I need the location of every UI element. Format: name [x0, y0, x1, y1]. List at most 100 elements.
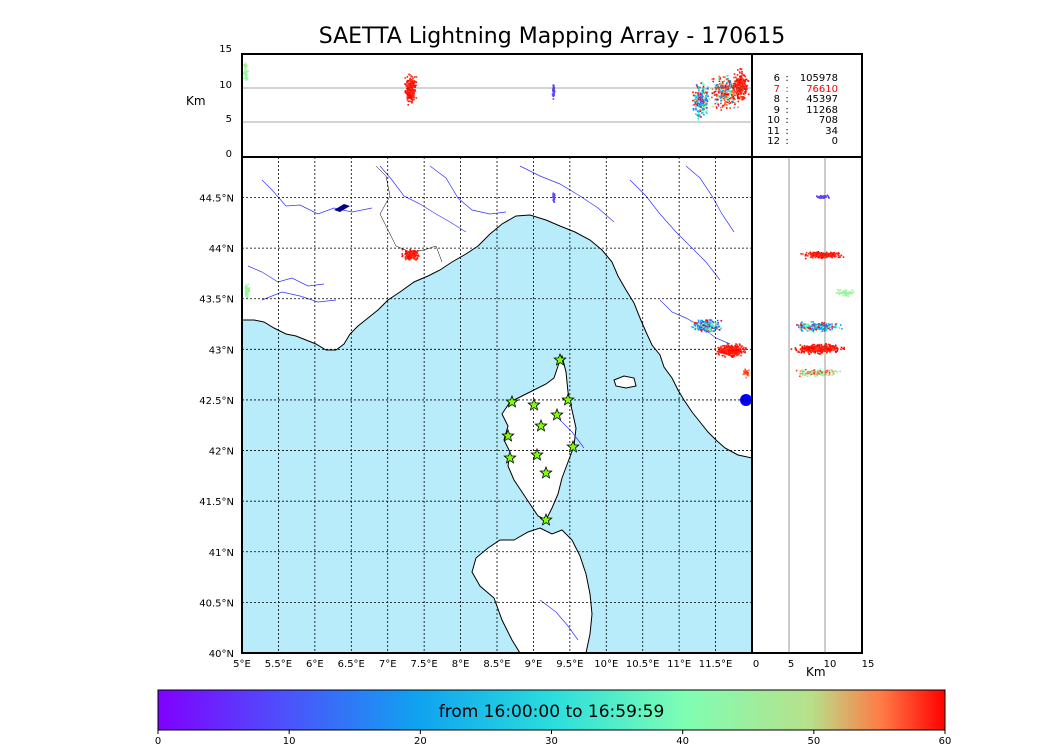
- rivers: [247, 165, 735, 641]
- station-number: 6: [773, 73, 780, 84]
- lightning-cluster: [401, 248, 420, 261]
- lightning-cluster: [800, 251, 845, 260]
- station-number: 9: [773, 104, 780, 116]
- colorbar-ticks: 0 10 20 30 40 50 60: [155, 730, 952, 747]
- lightning-cluster: [552, 192, 556, 203]
- latitude-tick-label: 41.5°N: [199, 497, 234, 508]
- latitude-tick-label: 43.5°N: [199, 295, 234, 306]
- lightning-cluster: [244, 283, 251, 299]
- longitude-tick-label: 9.5°E: [556, 659, 583, 670]
- longitude-tick-label: 6°E: [306, 659, 324, 670]
- longitude-tick-label: 5.5°E: [265, 659, 292, 670]
- lightning-cluster: [714, 343, 747, 358]
- longitude-tick-label: 10°E: [594, 659, 618, 670]
- longitude-tick-label: 8.5°E: [483, 659, 510, 670]
- station-number: 10: [767, 115, 780, 126]
- longitude-tick-label: 11.5°E: [699, 659, 733, 670]
- station-count-row: 11: 34: [756, 125, 858, 138]
- lightning-cluster: [690, 318, 723, 334]
- colorbar-tick-label: 50: [807, 736, 820, 747]
- altitude-panel-frame: [241, 53, 863, 158]
- altitude-tick-label: 0: [226, 149, 232, 160]
- separator: :: [785, 125, 789, 137]
- lightning-cluster: [816, 194, 830, 199]
- altitude-tick-label: 15: [219, 44, 232, 55]
- altitude-tick-labels: 15 10 5 0: [219, 44, 232, 160]
- colorbar-tick-label: 40: [676, 736, 689, 747]
- latitude-tick-label: 44°N: [209, 244, 234, 255]
- lma-station-star: [503, 450, 517, 464]
- plot-title: SAETTA Lightning Mapping Array - 170615: [318, 24, 786, 49]
- latitude-tick-label: 44.5°N: [199, 193, 234, 204]
- latitude-tick-label: 42°N: [209, 447, 234, 458]
- lightning-sources: [243, 62, 855, 379]
- longitude-tick-label: 10.5°E: [626, 659, 660, 670]
- latitude-tick-label: 41°N: [209, 548, 234, 559]
- lightning-cluster: [795, 368, 841, 378]
- lightning-cluster: [711, 74, 742, 111]
- station-number: 11: [767, 125, 780, 137]
- station-number: 8: [773, 94, 780, 105]
- longitude-tick-labels: 5°E 5.5°E 6°E 6.5°E 7°E 7.5°E 8°E 8.5°E 9°E 9.5°E…: [233, 659, 732, 670]
- altitude-tick-label: 5: [226, 114, 232, 125]
- corsica-island: [501, 354, 577, 521]
- lma-station-star: [561, 392, 575, 406]
- lma-station-star: [566, 439, 580, 453]
- longitude-tick-label: 7.5°E: [411, 659, 438, 670]
- latitude-tick-label: 42.5°N: [199, 396, 234, 407]
- lightning-cluster: [551, 84, 556, 100]
- elba-island: [613, 375, 637, 389]
- colorbar: [157, 689, 946, 731]
- lake: [334, 204, 350, 212]
- lightning-cluster: [742, 368, 750, 379]
- station-number: 7: [773, 83, 780, 95]
- source-count: 0: [831, 136, 838, 147]
- station-count-row: 9: 11268: [756, 104, 858, 117]
- side-tick-label: 10: [824, 659, 837, 670]
- lma-stations: [501, 352, 580, 526]
- separator: :: [785, 115, 789, 126]
- longitude-tick-label: 5°E: [233, 659, 251, 670]
- longitude-tick-label: 9°E: [525, 659, 543, 670]
- lightning-cluster: [790, 343, 845, 355]
- lma-station-star: [539, 465, 553, 479]
- map-panel: [242, 157, 752, 653]
- latitude-tick-label: 40°N: [209, 649, 234, 660]
- separator: :: [785, 104, 789, 116]
- lightning-cluster: [404, 73, 418, 106]
- altitude-tick-label: 10: [219, 80, 232, 91]
- source-count: 45397: [806, 94, 838, 105]
- separator: :: [785, 94, 789, 105]
- colorbar-tick-label: 30: [545, 736, 558, 747]
- lma-station-star: [553, 352, 567, 366]
- longitude-tick-label: 8°E: [452, 659, 470, 670]
- lma-station-star: [501, 428, 515, 442]
- lma-station-star: [550, 407, 564, 421]
- station-count-row: 10: 708: [756, 115, 858, 127]
- station-number: 12: [767, 136, 780, 147]
- longitude-tick-label: 7°E: [379, 659, 397, 670]
- source-count: 34: [825, 125, 838, 137]
- latitude-tick-label: 40.5°N: [199, 598, 234, 609]
- station-count-row: 6:105978: [756, 73, 858, 85]
- lma-station-star: [530, 447, 544, 461]
- side-tick-label: 15: [862, 659, 875, 670]
- map-grid: [242, 157, 752, 653]
- lma-station-star: [505, 394, 519, 408]
- source-count: 105978: [799, 73, 838, 84]
- separator: :: [785, 83, 789, 95]
- lightning-cluster: [835, 289, 855, 297]
- side-axis-label: Km: [806, 665, 826, 679]
- longitude-tick-label: 6.5°E: [338, 659, 365, 670]
- lightning-cluster: [796, 321, 843, 333]
- lma-station-star: [527, 397, 541, 411]
- separator: :: [785, 73, 789, 84]
- source-count: 11268: [806, 104, 838, 116]
- mainland-land: [242, 157, 752, 459]
- colorbar-tick-label: 60: [939, 736, 952, 747]
- station-count-row: 8: 45397: [756, 94, 858, 106]
- side-tick-label: 5: [788, 659, 794, 670]
- station-count-table: 6:105978 7:76610 8:45397 9:11268 10:708 11:34…: [756, 73, 858, 148]
- lightning-cluster: [243, 62, 249, 81]
